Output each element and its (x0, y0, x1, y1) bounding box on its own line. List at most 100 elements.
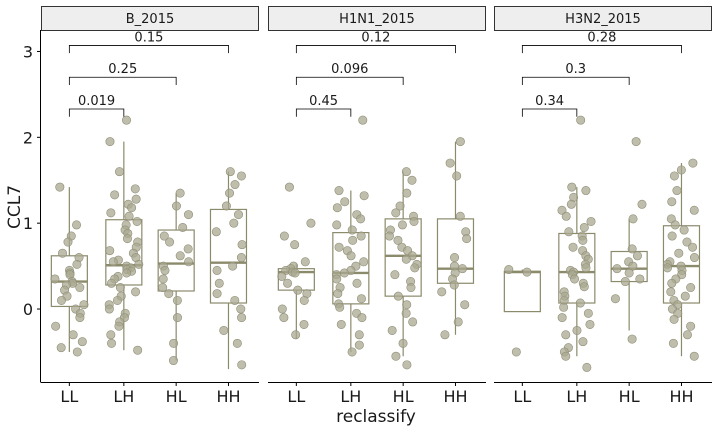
data-point (225, 188, 235, 198)
x-tick-label: HL (393, 387, 414, 406)
data-point (689, 253, 699, 263)
data-point (56, 343, 66, 353)
data-point (410, 263, 420, 273)
data-point (50, 274, 60, 284)
data-point (568, 242, 578, 252)
box-iqr (503, 270, 541, 313)
data-point (75, 313, 85, 323)
data-point (576, 115, 586, 125)
data-point (212, 289, 222, 299)
y-tick-label: 1 (23, 214, 33, 233)
data-point (175, 188, 185, 198)
data-point (462, 234, 472, 244)
data-point (132, 216, 142, 226)
data-point (627, 334, 637, 344)
data-point (561, 211, 571, 221)
comparison-bracket: 0.45 (295, 94, 352, 117)
data-point (168, 356, 178, 366)
data-point (575, 298, 585, 308)
data-point (164, 289, 174, 299)
data-point (184, 210, 194, 220)
data-point (357, 313, 367, 323)
p-value-label: 0.096 (331, 62, 368, 77)
panel-H1N1_2015: H1N1_2015 LL LH HL HH 0.45 0.096 0.12 (268, 6, 486, 406)
bracket-line (521, 76, 630, 85)
data-point (236, 304, 246, 314)
data-point (637, 199, 647, 209)
data-point (105, 246, 115, 256)
p-value-label: 0.34 (535, 94, 564, 109)
comparison-bracket: 0.096 (295, 62, 404, 85)
comparison-bracket: 0.25 (68, 62, 177, 85)
data-point (667, 231, 677, 241)
y-axis-title: CCL7 (5, 185, 25, 229)
data-point (236, 171, 246, 181)
data-point (402, 360, 412, 370)
data-point (582, 362, 592, 372)
data-point (114, 321, 124, 331)
data-point (284, 182, 294, 192)
data-point (359, 257, 369, 267)
data-point (561, 351, 571, 361)
y-tick-label: 2 (23, 128, 33, 147)
data-point (293, 285, 303, 295)
data-point (564, 227, 574, 237)
data-point (122, 115, 132, 125)
data-point (106, 208, 116, 218)
data-point (407, 175, 417, 185)
data-point (669, 171, 679, 181)
data-point (455, 137, 465, 147)
data-point (214, 278, 224, 288)
data-point (387, 325, 397, 335)
facet-strip (41, 6, 259, 31)
data-point (632, 251, 642, 261)
data-point (58, 248, 68, 258)
panel-B_2015: B_2015 LL LH HL HH 0.019 0.25 0.15 (41, 6, 259, 406)
data-point (336, 319, 346, 329)
data-point (175, 251, 185, 261)
data-point (237, 240, 247, 250)
x-tick-label: LH (340, 387, 361, 406)
x-tick-label: LL (513, 387, 531, 406)
data-point (391, 351, 401, 361)
data-point (72, 220, 82, 230)
data-point (211, 227, 221, 237)
data-point (230, 295, 240, 305)
data-point (689, 351, 699, 361)
data-point (449, 280, 459, 290)
data-point (347, 225, 357, 235)
x-tick-label: LH (566, 387, 587, 406)
data-point (356, 231, 366, 241)
data-point (453, 317, 463, 327)
x-tick-label: LL (287, 387, 305, 406)
data-point (688, 242, 698, 252)
x-axis-title: reclassify (336, 407, 416, 427)
data-point (279, 313, 289, 323)
data-point (688, 158, 698, 168)
comparison-bracket: 0.019 (68, 94, 125, 117)
data-point (334, 186, 344, 196)
comparison-bracket: 0.12 (295, 30, 456, 54)
bracket-line (68, 76, 177, 85)
box-iqr (157, 229, 195, 292)
data-point (680, 291, 690, 301)
data-point (686, 321, 696, 331)
data-point (127, 203, 137, 213)
data-point (219, 325, 229, 335)
data-point (221, 201, 231, 211)
y-tick-label: 0 (23, 300, 33, 319)
y-axis: 0 1 2 3 (23, 30, 41, 383)
bracket-line (295, 76, 404, 85)
data-point (340, 197, 350, 207)
data-point (124, 211, 134, 221)
comparison-bracket: 0.15 (68, 30, 229, 54)
data-point (75, 283, 85, 293)
data-point (233, 210, 243, 220)
comparison-bracket: 0.28 (521, 30, 682, 54)
data-point (578, 235, 588, 245)
data-point (356, 214, 366, 224)
data-point (335, 302, 345, 312)
panels-layer: B_2015 LL LH HL HH 0.019 0.25 0.15 H1N1_2015 LL LH… (41, 6, 712, 406)
data-point (131, 287, 141, 297)
data-point (332, 220, 342, 230)
